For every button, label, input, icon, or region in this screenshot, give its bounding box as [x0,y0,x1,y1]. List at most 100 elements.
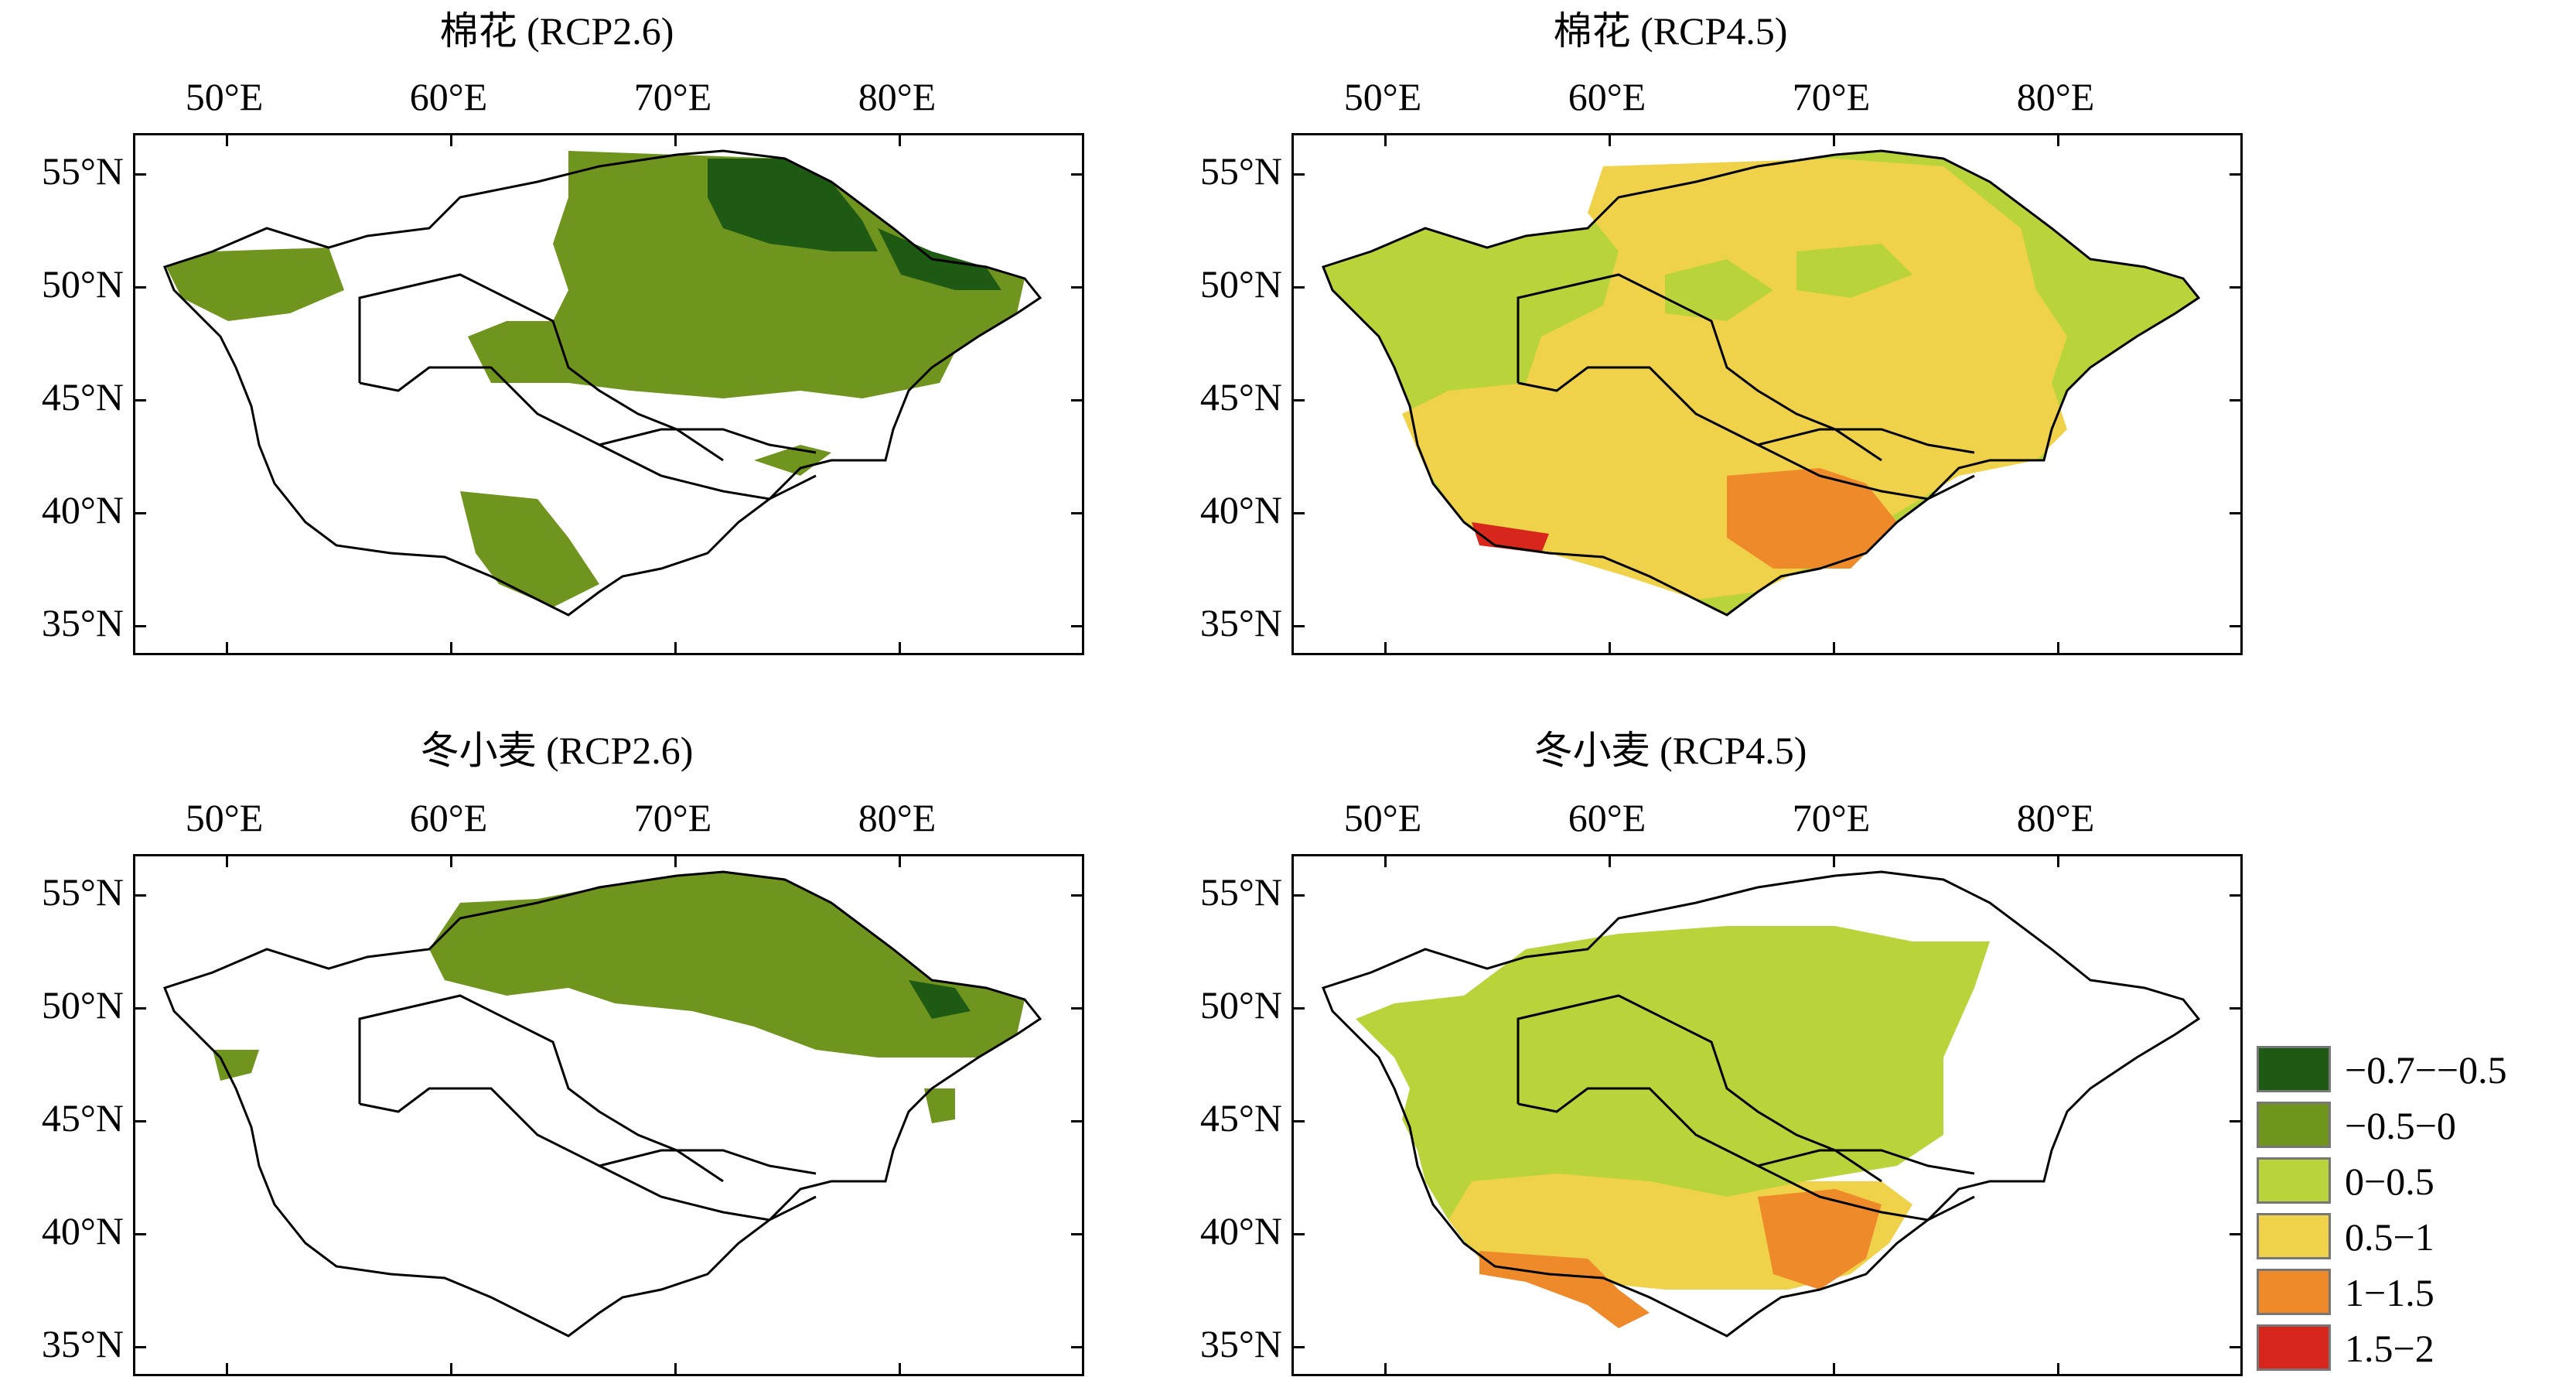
country-border [660,474,817,501]
lon-tick [1384,856,1387,867]
map-canvas [1322,870,2201,1338]
lat-tick [1294,1233,1305,1235]
lat-tick [135,894,146,897]
lon-label: 60°E [1568,75,1646,118]
lat-tick [1071,1233,1082,1235]
map-region-fill [924,1088,955,1123]
lon-tick [1833,135,1835,146]
country-border [599,1149,817,1175]
country-border [1757,1149,1975,1175]
lon-label: 50°E [185,75,264,118]
lon-tick [2057,1363,2059,1374]
lat-tick [1294,625,1305,627]
legend-label: −0.5−0 [2345,1104,2456,1147]
country-border [599,428,817,454]
lat-label: 40°N [41,1209,124,1252]
lon-tick [226,642,228,653]
map-region-fill [460,491,599,607]
lat-label: 40°N [41,488,124,531]
country-border [1517,994,1882,1183]
lon-tick [674,856,677,867]
lat-tick [135,512,146,514]
lat-tick [135,399,146,401]
country-border [359,1087,662,1198]
lat-label: 55°N [41,870,124,914]
lat-tick [1294,512,1305,514]
lon-tick [2057,642,2059,653]
lon-label: 50°E [1343,75,1422,118]
legend-swatch [2257,1213,2331,1259]
lat-tick [1071,286,1082,289]
lat-tick [1071,1346,1082,1348]
lat-tick [2230,1346,2240,1348]
lon-label: 80°E [2016,75,2095,118]
lon-label: 60°E [1568,796,1646,839]
panel-title-wheat-rcp45: 冬小麦 (RCP4.5) [1534,729,1807,772]
legend-swatch [2257,1102,2331,1148]
lon-tick [2057,856,2059,867]
lon-tick [1609,135,1611,146]
country-outline [163,870,1042,1338]
lon-label: 80°E [2016,796,2095,839]
lat-tick [1294,286,1305,289]
lat-tick [1071,625,1082,627]
lat-tick [1294,173,1305,176]
lon-tick [1384,135,1387,146]
lat-tick [135,1346,146,1348]
lon-label: 80°E [858,796,937,839]
legend-swatch [2257,1157,2331,1204]
lon-label: 60°E [409,75,488,118]
country-border [1819,1195,1975,1222]
lon-label: 60°E [409,796,488,839]
lat-tick [1294,1120,1305,1122]
panel-title-cotton-rcp45: 棉花 (RCP4.5) [1553,9,1788,53]
lat-label: 50°N [1199,983,1282,1027]
lat-label: 45°N [1199,375,1282,419]
lat-tick [2230,399,2240,401]
lat-label: 40°N [1199,488,1282,531]
map-region-fill [166,248,344,321]
lat-tick [135,625,146,627]
country-border [660,1195,817,1222]
lon-tick [899,135,901,146]
lat-tick [2230,512,2240,514]
lon-tick [226,135,228,146]
lat-tick [2230,894,2240,897]
legend-label: 1−1.5 [2345,1271,2434,1314]
lon-tick [674,642,677,653]
map-cotton-rcp45 [1291,133,2243,655]
lon-tick [899,856,901,867]
lon-tick [1609,856,1611,867]
lon-label: 50°E [1343,796,1422,839]
legend-swatch [2257,1269,2331,1315]
map-region-fill [429,872,1025,1058]
lat-tick [2230,173,2240,176]
lon-tick [2057,135,2059,146]
panel-title-cotton-rcp26: 棉花 (RCP2.6) [439,9,674,53]
lat-label: 50°N [1199,262,1282,306]
lon-tick [450,135,452,146]
map-canvas [163,149,1042,617]
lat-label: 35°N [41,601,124,644]
country-border [358,273,724,462]
country-outline [1322,870,2201,1338]
lon-tick [1609,1363,1611,1374]
lon-label: 50°E [185,796,264,839]
lat-tick [135,173,146,176]
legend-swatch [2257,1046,2331,1092]
country-border [358,994,724,1183]
map-canvas [163,870,1042,1338]
map-region-fill [1356,926,1990,1259]
country-outline [1322,149,2201,617]
lon-tick [1833,642,1835,653]
lat-tick [135,286,146,289]
map-region-fill [1727,468,1897,569]
lon-tick [899,642,901,653]
map-wheat-rcp26 [133,854,1084,1376]
lon-label: 80°E [858,75,937,118]
lat-tick [2230,286,2240,289]
lat-tick [135,1233,146,1235]
legend-label: 1.5−2 [2345,1327,2434,1370]
map-region-fill [213,1050,259,1081]
lat-tick [2230,1233,2240,1235]
